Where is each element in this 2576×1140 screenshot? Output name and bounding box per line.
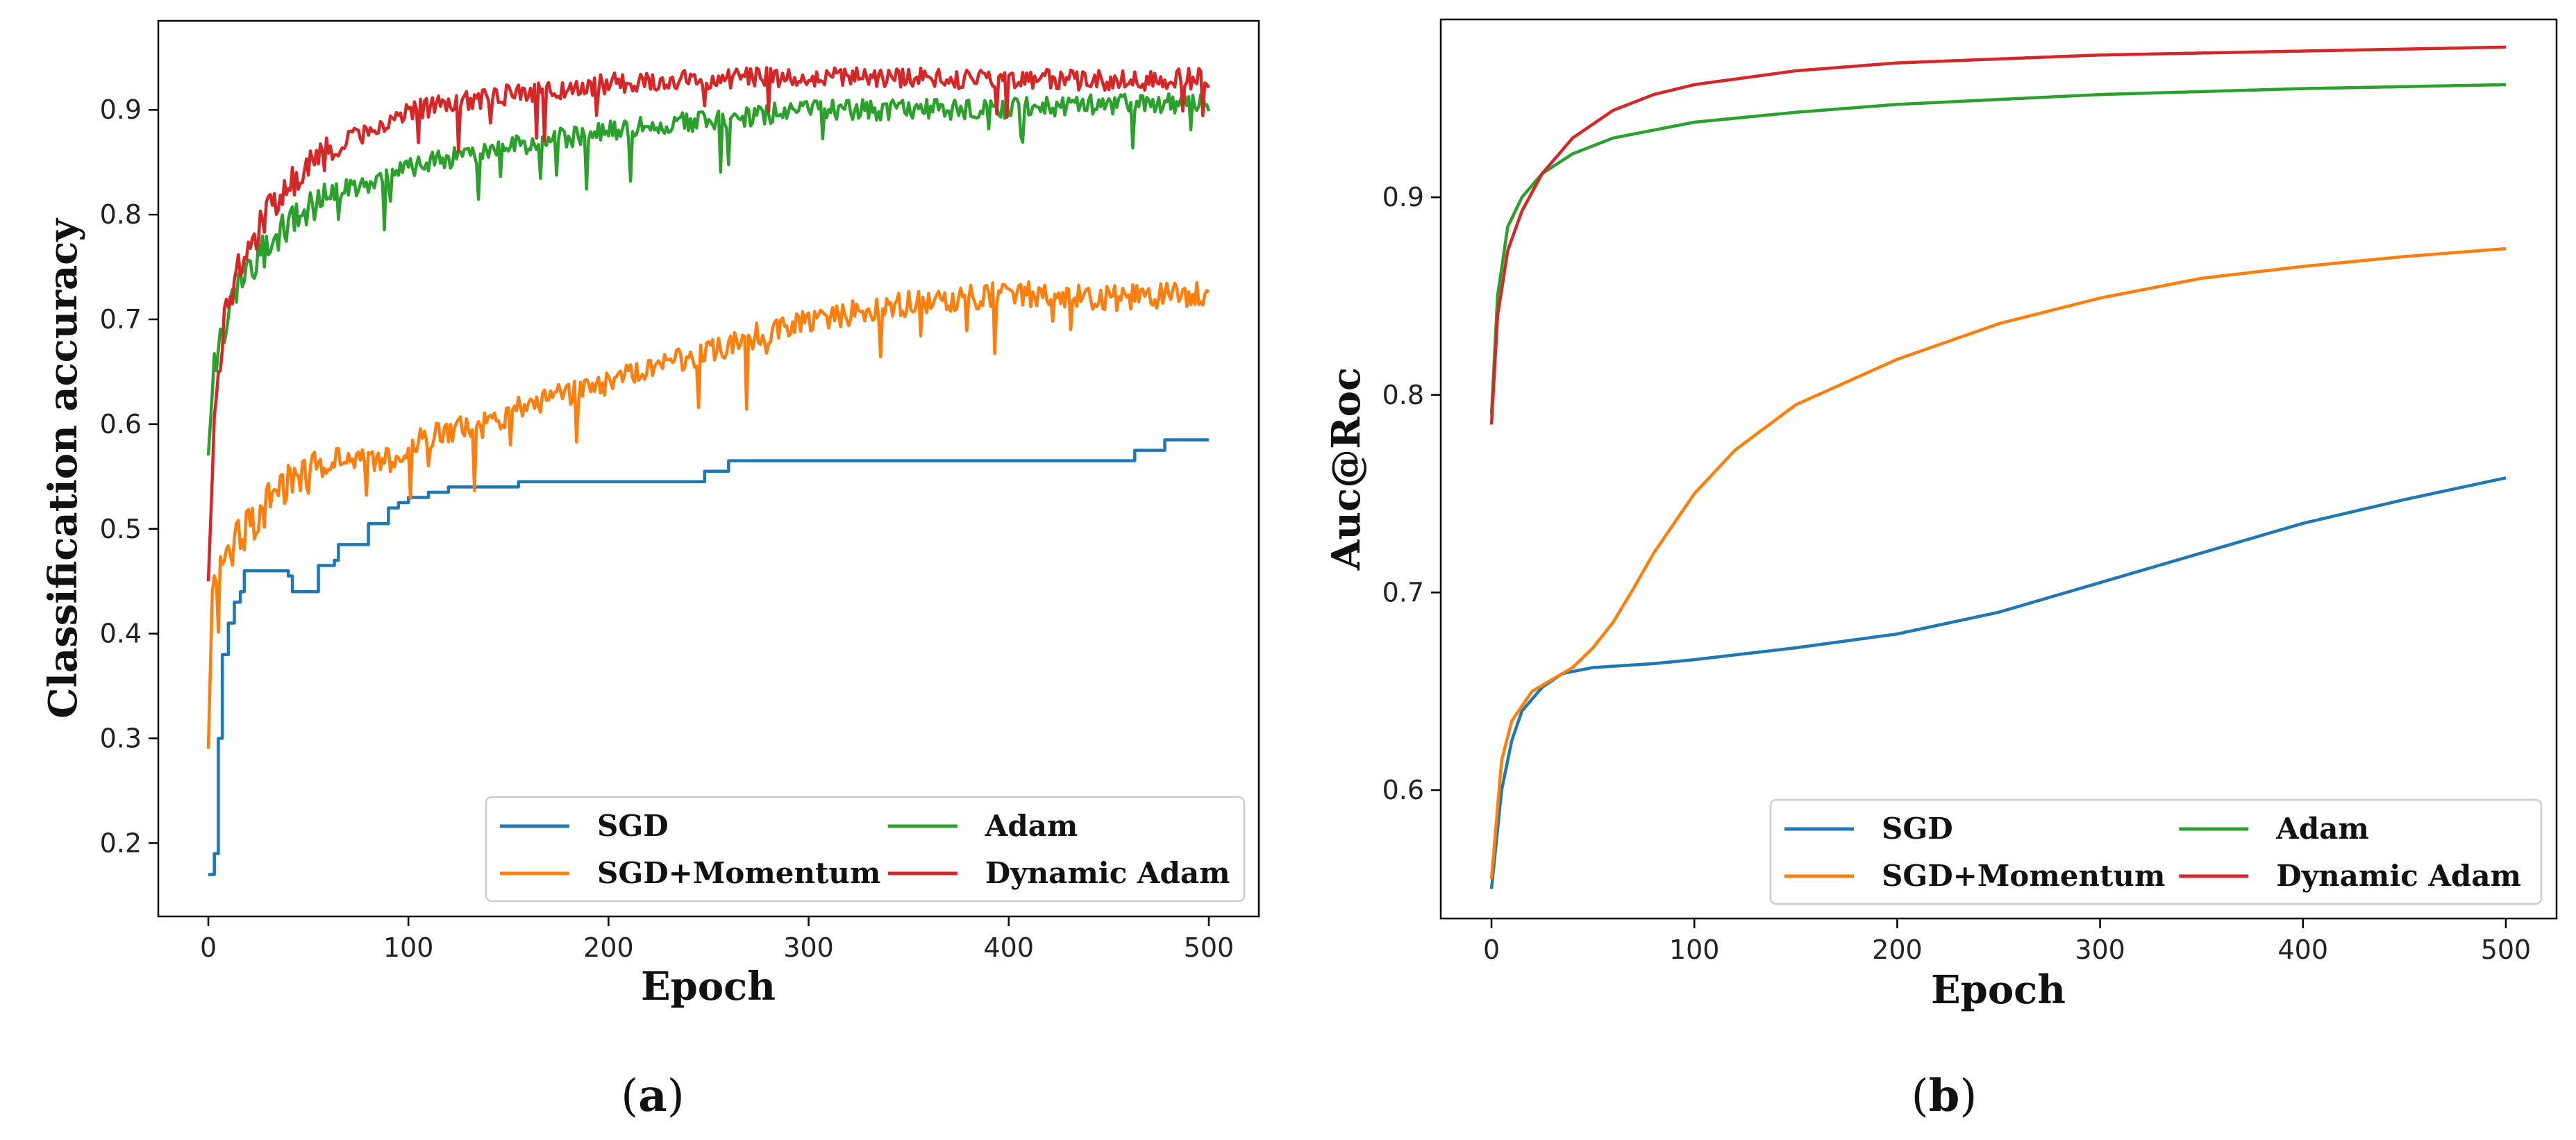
panel-a-x-tick-label: 100 (383, 932, 434, 963)
panel-b-x-tick-label: 100 (1669, 934, 1720, 965)
panel-a-y-tick-label: 0.2 (100, 828, 142, 858)
panel-b-y-tick-label: 0.9 (1382, 182, 1424, 212)
panel-b-x-tick-label: 500 (2481, 934, 2532, 965)
panel-b-legend-label: Adam (2275, 812, 2369, 846)
panel-a-x-tick-label: 500 (1184, 932, 1235, 963)
panel-b-y-axis-title: Auc@Roc (1323, 367, 1369, 571)
panel-a-x-tick-label: 400 (984, 932, 1035, 963)
panel-a-y-tick-label: 0.4 (100, 619, 142, 649)
panel-a-series-sgd-momentum-line (206, 280, 1210, 749)
panel-a-legend-label: Adam (985, 809, 1078, 843)
panel-a-series-dynamic-adam-line (206, 66, 1210, 582)
panel-a-legend-box (485, 796, 1246, 903)
panel-b-series-adam-line (1489, 83, 2507, 415)
panel-a-caption: (a) (621, 1070, 684, 1122)
panel-b-y-tick-label: 0.6 (1382, 775, 1424, 805)
panel-b-x-tick-label: 0 (1483, 934, 1500, 965)
panel-a-y-tick-label: 0.6 (100, 409, 142, 439)
panel-a-legend-label: SGD (597, 809, 669, 843)
panel-b-plot-frame (1439, 18, 2558, 920)
panel-a-series-adam-line (206, 91, 1211, 456)
panel-b-x-tick-label: 400 (2278, 934, 2329, 965)
panel-a-y-tick-label: 0.3 (100, 723, 142, 754)
panel-a-y-tick-label: 0.5 (100, 514, 142, 544)
panel-b-legend-label: SGD (1882, 812, 1953, 846)
panel-b-series-dynamic-adam-line (1489, 45, 2507, 425)
panel-a-plot-frame (157, 19, 1260, 918)
panel-b-chart: 0 100 200 300 400 500 0.6 0.7 0.8 0.9 Epoch Auc@R… (1323, 18, 2558, 1122)
panel-b-x-tick-label: 200 (1872, 934, 1923, 965)
panel-a-chart: 0 100 200 300 400 500 0.2 0.3 0.4 0.5 0.6 0.7 0.8 0.9… (40, 19, 1260, 1122)
panel-b-y-tick-label: 0.8 (1382, 380, 1424, 410)
panel-b-legend-label: SGD+Momentum (1882, 859, 2165, 893)
panel-a-x-tick-label: 300 (783, 932, 834, 963)
panel-b-legend-box (1769, 798, 2543, 905)
panel-a-legend-label: Dynamic Adam (985, 856, 1230, 890)
panel-b-caption: (b) (1912, 1070, 1977, 1122)
panel-a-x-tick-label: 200 (583, 932, 634, 963)
panel-a-y-tick-label: 0.9 (100, 94, 142, 125)
panel-a-y-tick-label: 0.7 (100, 304, 142, 335)
panel-a-y-tick-label: 0.8 (100, 199, 142, 230)
panel-a-x-axis-title: Epoch (641, 964, 776, 1009)
panel-a-legend-label: SGD+Momentum (597, 856, 880, 890)
panel-a-x-tick-label: 0 (200, 932, 217, 963)
panel-b-legend-label: Dynamic Adam (2276, 859, 2521, 893)
panel-b-x-tick-label: 300 (2075, 934, 2125, 965)
panel-a-y-axis-title: Classification accuracy (40, 218, 86, 719)
panel-b-x-axis-title: Epoch (1931, 967, 2066, 1013)
panel-b-series-sgd-line (1489, 476, 2507, 889)
panel-b-y-tick-label: 0.7 (1382, 577, 1424, 607)
panel-a-series-sgd-line (208, 438, 1209, 876)
panel-b-series-sgd-momentum-line (1489, 246, 2507, 880)
